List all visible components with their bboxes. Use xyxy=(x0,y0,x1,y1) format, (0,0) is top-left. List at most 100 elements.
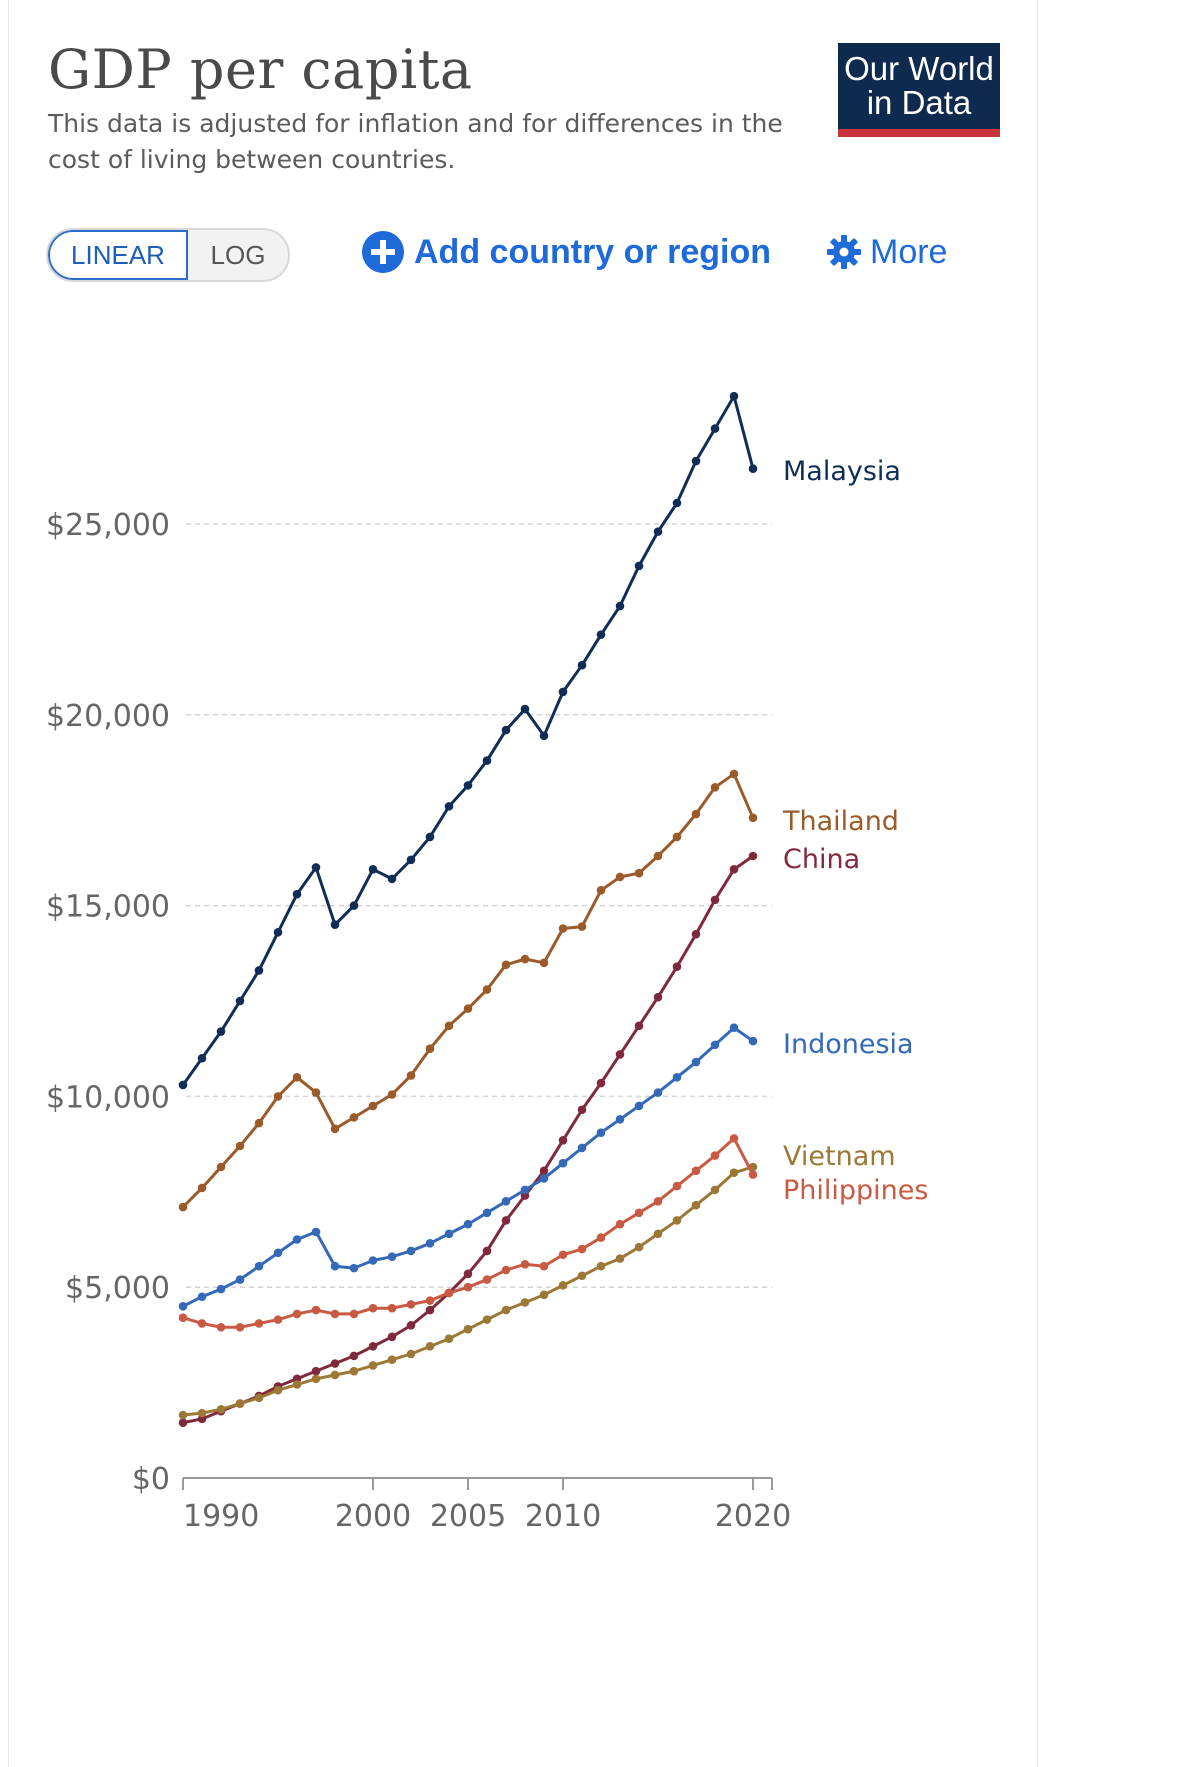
data-point xyxy=(539,958,549,968)
data-point xyxy=(387,874,397,884)
data-point xyxy=(216,1322,226,1332)
data-point xyxy=(463,1004,473,1013)
data-point xyxy=(406,1246,416,1256)
more-label: More xyxy=(870,232,948,271)
data-point xyxy=(691,1166,701,1176)
data-point xyxy=(634,1208,644,1218)
data-point xyxy=(235,1275,245,1284)
data-point xyxy=(691,929,701,939)
data-point xyxy=(178,1301,188,1311)
data-point xyxy=(634,1242,644,1252)
data-point xyxy=(216,1027,226,1036)
data-point xyxy=(235,1399,245,1408)
data-point xyxy=(748,851,758,861)
data-point xyxy=(292,1235,302,1244)
data-point xyxy=(672,1216,682,1225)
data-point xyxy=(311,1305,321,1315)
linear-scale-button[interactable]: LINEAR xyxy=(48,230,188,280)
series-label-thailand: Thailand xyxy=(782,806,899,837)
data-point xyxy=(330,1309,340,1319)
data-point xyxy=(425,1305,435,1315)
data-point xyxy=(425,1296,435,1305)
data-point xyxy=(330,1359,340,1368)
data-point xyxy=(539,731,549,741)
data-point xyxy=(311,1374,321,1384)
data-point xyxy=(615,1050,625,1059)
data-point xyxy=(615,601,625,611)
data-point xyxy=(273,1385,283,1395)
data-point xyxy=(748,1170,758,1179)
data-point xyxy=(482,756,492,765)
data-point xyxy=(539,1174,549,1183)
chart-card xyxy=(8,0,1038,1767)
data-point xyxy=(748,464,758,473)
more-button[interactable]: More xyxy=(826,228,947,276)
data-point xyxy=(501,960,511,970)
data-point xyxy=(273,928,283,937)
data-point xyxy=(501,1197,511,1206)
data-point xyxy=(311,863,321,872)
data-point xyxy=(710,1151,720,1160)
data-point xyxy=(729,769,739,779)
data-point xyxy=(634,1021,644,1031)
data-point xyxy=(596,630,606,639)
data-point xyxy=(520,704,530,714)
data-point xyxy=(558,1280,568,1290)
data-point xyxy=(501,1216,511,1225)
data-point xyxy=(311,1088,321,1097)
data-point xyxy=(482,1208,492,1218)
data-point xyxy=(178,1418,188,1427)
series-label-indonesia: Indonesia xyxy=(783,1029,914,1060)
data-point xyxy=(254,1319,264,1328)
y-tick-label: $25,000 xyxy=(46,508,170,543)
series-line-china xyxy=(182,854,754,1425)
data-point xyxy=(368,1101,378,1111)
data-point xyxy=(748,1036,758,1046)
data-point xyxy=(558,1158,568,1168)
data-point xyxy=(653,527,663,536)
data-point xyxy=(273,1315,283,1324)
data-point xyxy=(387,1090,397,1099)
data-point xyxy=(634,868,644,878)
owid-logo[interactable]: Our World in Data xyxy=(838,43,1000,137)
data-point xyxy=(729,1023,739,1033)
data-point xyxy=(672,962,682,971)
series-label-china: China xyxy=(783,844,860,875)
data-point xyxy=(349,1366,359,1376)
data-point xyxy=(577,1271,587,1281)
series-label-vietnam: Vietnam xyxy=(783,1141,896,1172)
data-point xyxy=(539,1166,549,1176)
data-point xyxy=(406,1071,416,1080)
data-point xyxy=(482,1275,492,1284)
data-point xyxy=(387,1303,397,1313)
data-point xyxy=(197,1408,207,1418)
data-point xyxy=(444,1229,454,1239)
data-point xyxy=(235,1322,245,1332)
data-point xyxy=(178,1202,188,1212)
data-point xyxy=(387,1252,397,1261)
log-scale-button[interactable]: LOG xyxy=(210,240,266,270)
data-point xyxy=(748,813,758,823)
data-point xyxy=(349,1113,359,1122)
data-point xyxy=(463,1324,473,1334)
add-country-button[interactable]: Add country or region xyxy=(362,228,771,276)
data-point xyxy=(596,886,606,895)
data-point xyxy=(653,992,663,1002)
logo-line-1: Our World xyxy=(844,50,994,87)
data-point xyxy=(444,802,454,811)
data-point xyxy=(577,660,587,670)
data-point xyxy=(615,1254,625,1263)
data-point xyxy=(387,1355,397,1365)
data-point xyxy=(482,985,492,994)
data-point xyxy=(710,424,720,433)
data-point xyxy=(235,1141,245,1151)
data-point xyxy=(406,855,416,865)
data-point xyxy=(729,1168,739,1178)
data-point xyxy=(501,1265,511,1275)
data-point xyxy=(254,1393,264,1403)
data-point xyxy=(463,1219,473,1229)
plus-circle-icon xyxy=(362,231,404,273)
data-point xyxy=(425,1342,435,1351)
data-point xyxy=(558,924,568,933)
